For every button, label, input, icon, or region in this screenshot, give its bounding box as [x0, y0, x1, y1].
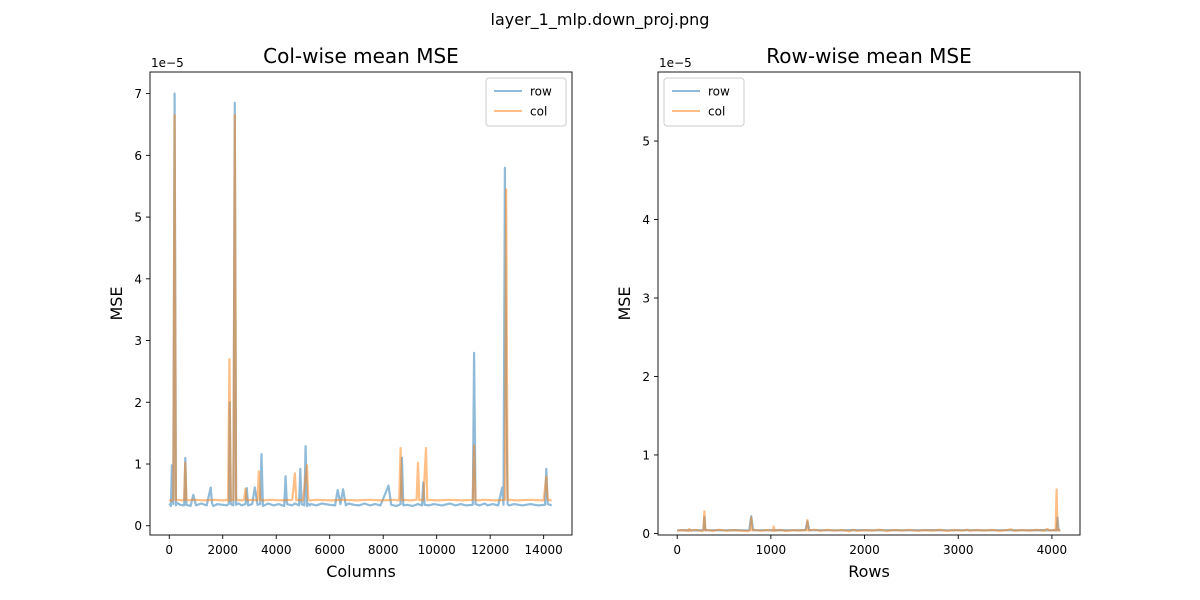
y-tick-label: 6	[134, 149, 142, 163]
legend-label-row: row	[708, 85, 730, 99]
y-tick-label: 2	[642, 370, 650, 384]
y-offset-label: 1e−5	[659, 56, 692, 70]
y-tick-label: 1	[134, 458, 142, 472]
y-tick-label: 4	[134, 272, 142, 286]
chart-1: 0 2000 4000 6000 8000 10000 12000 14000 0 1 2 3 4 5 6 7…	[107, 44, 573, 581]
chart-title: Row-wise mean MSE	[766, 44, 971, 68]
x-axis-label: Rows	[848, 562, 890, 581]
x-tick-label: 2000	[207, 543, 238, 557]
y-tick-label: 3	[134, 334, 142, 348]
x-tick-label: 10000	[418, 543, 456, 557]
x-tick-label: 14000	[525, 543, 563, 557]
series-line-row	[677, 515, 1061, 532]
y-tick-label: 0	[134, 519, 142, 533]
x-tick-label: 6000	[314, 543, 345, 557]
legend-label-col: col	[708, 105, 725, 119]
x-tick-label: 1000	[756, 543, 787, 557]
y-tick-label: 7	[134, 87, 142, 101]
x-tick-label: 4000	[1037, 543, 1068, 557]
y-tick-label: 3	[642, 292, 650, 306]
y-tick-label: 0	[642, 527, 650, 541]
series-line-col	[677, 488, 1061, 533]
x-tick-label: 0	[673, 543, 681, 557]
x-tick-label: 8000	[368, 543, 399, 557]
legend: row col	[663, 77, 745, 127]
legend-label-row: row	[530, 85, 552, 99]
x-tick-label: 3000	[943, 543, 974, 557]
x-tick-label: 12000	[471, 543, 509, 557]
plot-frame	[657, 71, 1081, 536]
y-offset-label: 1e−5	[151, 56, 184, 70]
legend-box	[663, 77, 745, 127]
legend: row col	[485, 77, 567, 127]
x-tick-label: 0	[165, 543, 173, 557]
x-tick-label: 4000	[261, 543, 292, 557]
plot-frame	[149, 71, 573, 536]
legend-box	[485, 77, 567, 127]
y-tick-label: 4	[642, 213, 650, 227]
x-axis-label: Columns	[326, 562, 396, 581]
y-tick-label: 2	[134, 396, 142, 410]
chart-2: 0 1000 2000 3000 4000 0 1 2 3 4 5 1e−5 Row-wise mean…	[615, 44, 1081, 581]
legend-label-col: col	[530, 105, 547, 119]
y-tick-label: 5	[134, 211, 142, 225]
series-line-row	[168, 92, 553, 508]
y-axis-label: MSE	[107, 286, 126, 320]
y-tick-label: 5	[642, 135, 650, 149]
chart-title: Col-wise mean MSE	[263, 44, 459, 68]
y-tick-label: 1	[642, 448, 650, 462]
series-line-col	[168, 114, 552, 503]
figure-title: layer_1_mlp.down_proj.png	[490, 10, 710, 29]
x-tick-label: 2000	[849, 543, 880, 557]
y-axis-label: MSE	[615, 286, 634, 320]
